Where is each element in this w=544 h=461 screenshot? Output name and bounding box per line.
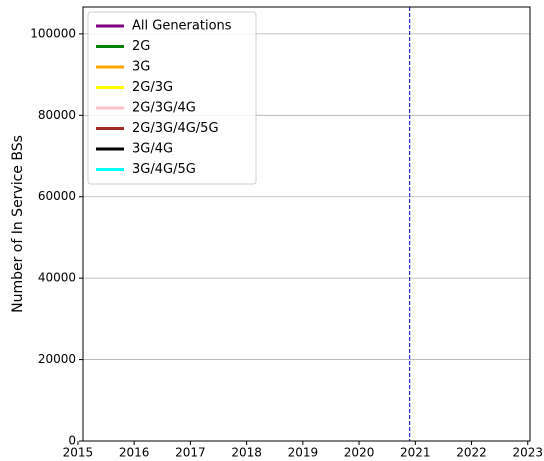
x-tick-label: 2021 [400,446,431,460]
y-tick-label: 40000 [38,271,76,285]
y-tick-label: 20000 [38,352,76,366]
legend-label: 2G [132,39,150,54]
legend-label: 2G/3G/4G/5G [132,121,219,136]
x-tick-label: 2019 [288,446,319,460]
legend-label: 3G [132,60,150,75]
legend-label: 3G/4G/5G [132,162,196,177]
y-tick-label: 60000 [38,189,76,203]
legend-label: 2G/3G [132,80,173,95]
x-tick-label: 2023 [512,446,543,460]
legend-label: All Generations [132,19,232,34]
x-tick-label: 2017 [175,446,206,460]
legend-label: 3G/4G [132,142,173,157]
x-tick-label: 2018 [231,446,262,460]
y-tick-label: 80000 [38,108,76,122]
plot-frame [82,6,531,442]
x-tick-label: 2015 [63,446,94,460]
y-axis-label: Number of In Service BSs [10,135,26,313]
x-tick-label: 2016 [119,446,150,460]
y-tick-label: 0 [68,434,76,448]
legend-label: 2G/3G/4G [132,101,196,116]
x-tick-label: 2022 [456,446,487,460]
legend-box [87,11,257,185]
x-tick-label: 2020 [344,446,375,460]
y-tick-label: 100000 [30,26,76,40]
